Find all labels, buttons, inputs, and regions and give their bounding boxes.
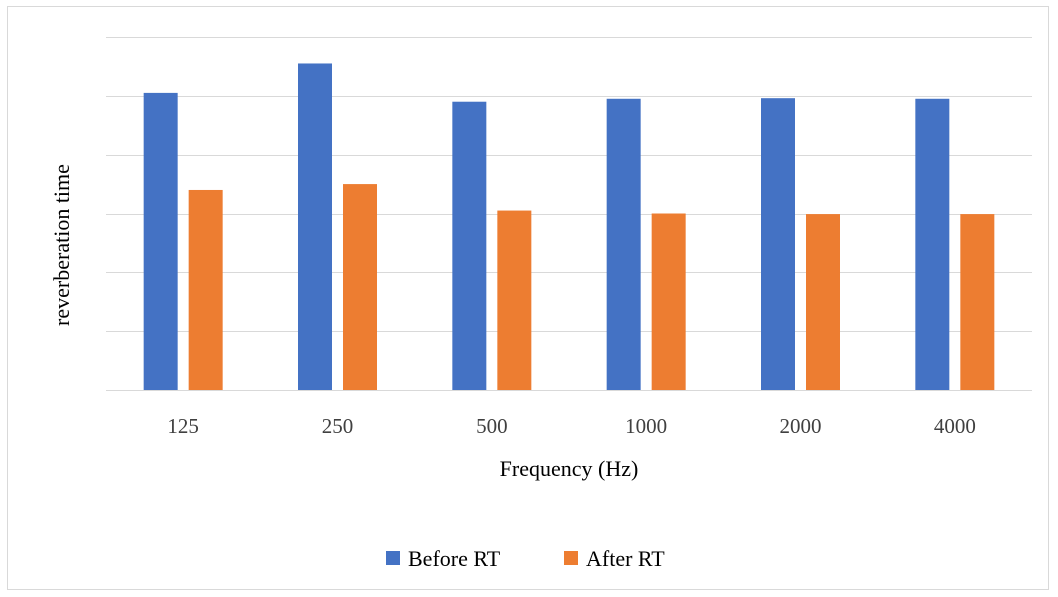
- bar-after-rt-2000[interactable]: [806, 214, 840, 390]
- bar-after-rt-500[interactable]: [497, 210, 532, 390]
- bar-before-rt-125[interactable]: [143, 92, 178, 391]
- x-tick-label: 250: [322, 414, 354, 438]
- x-tick-label: 125: [167, 414, 199, 438]
- bar-after-rt-250[interactable]: [343, 184, 377, 390]
- bar-after-rt-125[interactable]: [188, 189, 223, 390]
- gridlines: [106, 37, 1032, 391]
- legend-label-after-rt: After RT: [586, 546, 665, 571]
- x-tick-label: 1000: [625, 414, 667, 438]
- bar-before-rt-1000[interactable]: [606, 98, 641, 391]
- legend-swatch-before-rt: [386, 551, 400, 565]
- bar-before-rt-500[interactable]: [452, 101, 487, 390]
- legend-swatch-after-rt: [564, 551, 578, 565]
- legend[interactable]: Before RT After RT: [386, 546, 665, 571]
- x-tick-label: 4000: [934, 414, 976, 438]
- legend-label-before-rt: Before RT: [408, 546, 501, 571]
- bar-after-rt-4000[interactable]: [960, 214, 995, 390]
- x-axis-title: Frequency (Hz): [500, 456, 639, 481]
- bars: [143, 63, 995, 391]
- x-tick-label: 2000: [780, 414, 822, 438]
- bar-before-rt-4000[interactable]: [915, 98, 950, 391]
- y-axis-title: reverberation time: [49, 164, 74, 326]
- x-tick-labels: 125 250 500 1000 2000 4000: [167, 414, 975, 438]
- bar-before-rt-2000[interactable]: [761, 98, 795, 390]
- bar-after-rt-1000[interactable]: [651, 213, 686, 391]
- bar-before-rt-250[interactable]: [298, 63, 332, 390]
- x-tick-label: 500: [476, 414, 508, 438]
